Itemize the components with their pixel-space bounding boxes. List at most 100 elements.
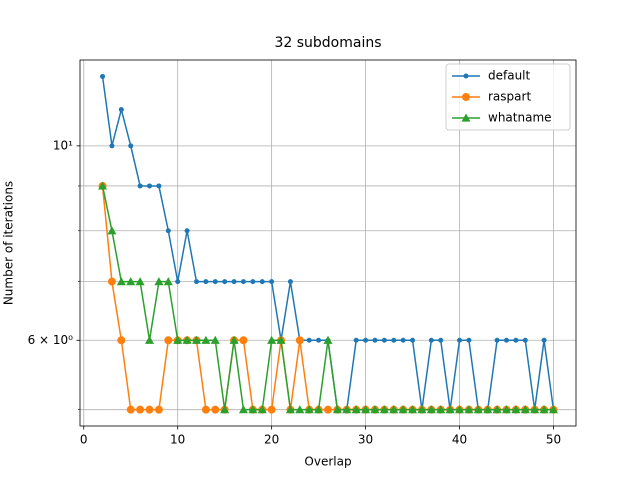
data-point [229, 335, 239, 344]
data-point [154, 277, 164, 286]
data-point [240, 279, 246, 285]
data-point [191, 335, 201, 344]
data-point [372, 337, 378, 343]
data-point [494, 337, 500, 343]
data-point [287, 279, 293, 285]
data-point [361, 405, 371, 414]
data-point [100, 73, 106, 79]
x-tick-label: 10 [170, 433, 185, 447]
data-point [428, 337, 434, 343]
data-point [182, 335, 192, 344]
data-point [211, 405, 220, 414]
data-point [501, 405, 511, 414]
legend-marker [463, 73, 469, 79]
data-point [250, 279, 256, 285]
data-point [98, 181, 108, 190]
data-point [135, 277, 145, 286]
data-point [511, 405, 521, 414]
data-point [109, 143, 115, 149]
data-point [539, 405, 549, 414]
x-tick-label: 0 [80, 433, 88, 447]
data-point [332, 405, 342, 414]
data-point [324, 405, 332, 414]
data-point [541, 337, 547, 343]
data-point [285, 405, 295, 414]
data-point [145, 405, 154, 414]
data-point [445, 405, 455, 414]
data-point [370, 405, 380, 414]
data-point [483, 405, 493, 414]
x-tick-label: 50 [546, 433, 561, 447]
data-point [147, 183, 153, 189]
data-point [201, 405, 210, 414]
legend-marker [461, 113, 471, 122]
data-point [513, 337, 519, 343]
y-tick-label: 10¹ [53, 138, 73, 152]
data-point [118, 107, 124, 113]
data-point [136, 405, 145, 414]
data-point [107, 226, 117, 235]
data-point [391, 337, 397, 343]
data-point [530, 405, 540, 414]
legend-box [445, 63, 571, 131]
data-point [267, 335, 277, 344]
data-point [304, 405, 314, 414]
chart-title: 32 subdomains [274, 35, 381, 51]
legend: default raspart whatname [445, 63, 571, 131]
data-point [117, 336, 126, 345]
data-point [269, 279, 275, 285]
data-point [184, 228, 190, 234]
data-point [522, 337, 528, 343]
data-point [165, 228, 171, 234]
legend-marker [462, 93, 470, 101]
data-point [107, 277, 116, 286]
data-point [203, 279, 209, 285]
x-tick-label: 30 [358, 433, 373, 447]
legend-label: whatname [488, 111, 552, 125]
data-point [466, 337, 472, 343]
data-point [193, 279, 199, 285]
data-point [259, 279, 265, 285]
data-point [306, 337, 312, 343]
legend-label: default [488, 69, 531, 83]
data-point [164, 336, 173, 345]
data-point [126, 405, 135, 414]
data-point [398, 405, 408, 414]
data-point [201, 335, 211, 344]
data-point [231, 279, 237, 285]
x-tick-label: 40 [452, 433, 467, 447]
data-point [351, 405, 361, 414]
y-tick-label: 6 × 10⁰ [28, 333, 74, 347]
data-point [212, 279, 218, 285]
data-point [128, 143, 134, 149]
data-point [257, 405, 267, 414]
data-point [379, 405, 389, 414]
data-point [295, 336, 304, 345]
data-point [316, 337, 322, 343]
data-point [267, 405, 276, 414]
data-point [473, 405, 483, 414]
data-point [342, 405, 352, 414]
data-point [426, 405, 436, 414]
data-point [353, 337, 359, 343]
x-axis-label: Overlap [304, 455, 351, 469]
y-axis-label: Number of iterations [2, 181, 16, 305]
data-point [438, 337, 444, 343]
data-point [175, 279, 181, 285]
data-point [220, 405, 230, 414]
data-point [417, 405, 427, 414]
data-point [126, 277, 136, 286]
data-point [389, 405, 399, 414]
data-point [400, 337, 406, 343]
data-point [410, 337, 416, 343]
data-point [323, 335, 333, 344]
x-tick-label: 20 [264, 433, 279, 447]
data-point [276, 335, 286, 344]
data-point [154, 405, 163, 414]
data-point [455, 405, 465, 414]
data-point [210, 335, 220, 344]
data-point [116, 277, 126, 286]
data-point [436, 405, 446, 414]
data-point [295, 405, 305, 414]
